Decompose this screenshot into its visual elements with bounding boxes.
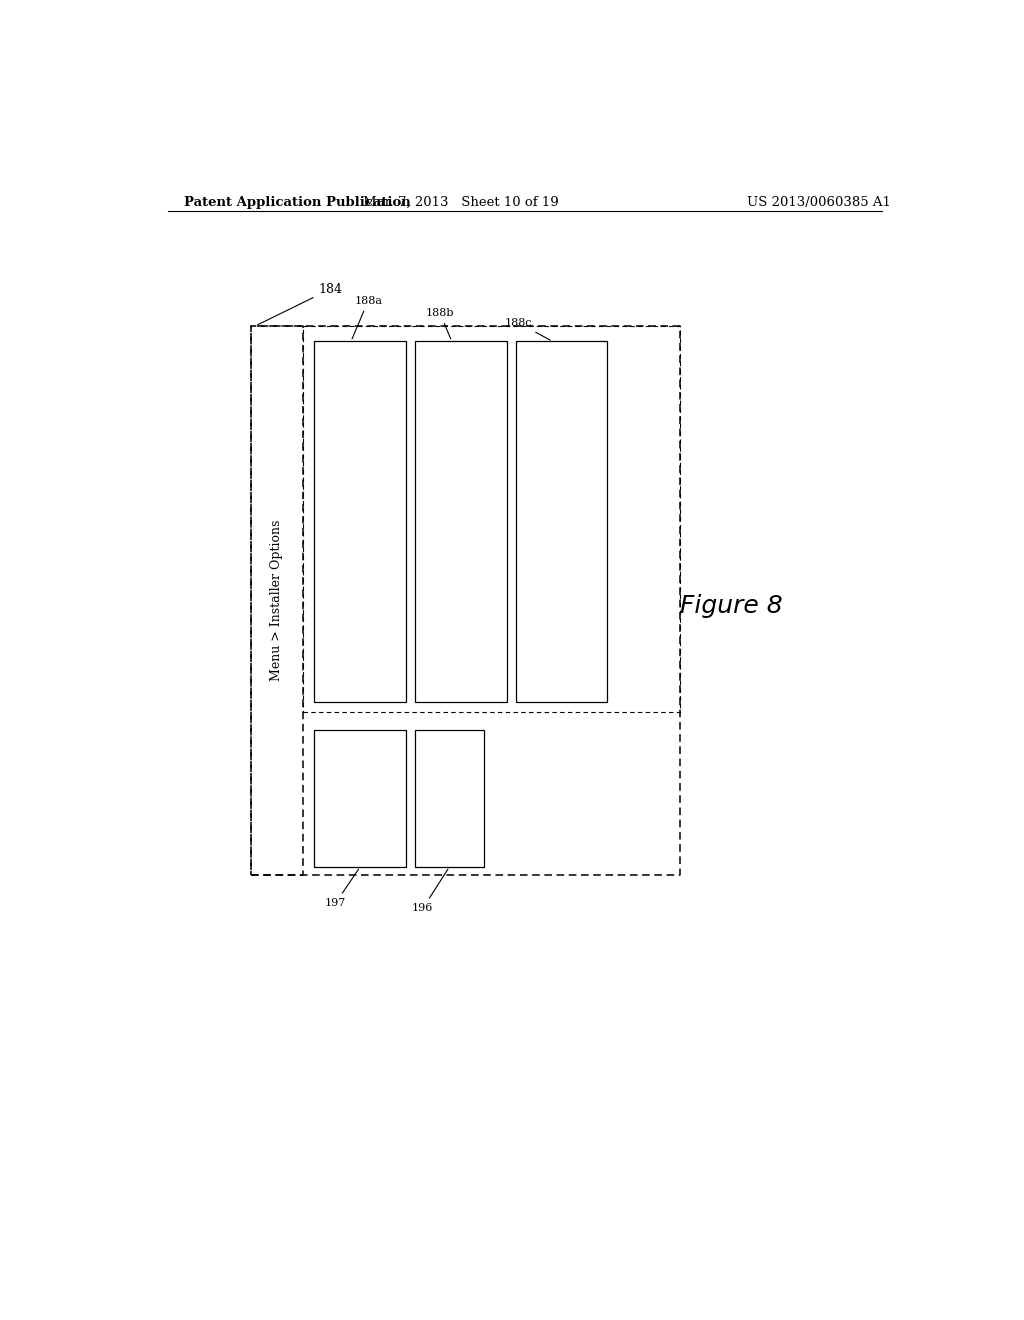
Bar (416, 730, 483, 867)
Bar (416, 342, 507, 702)
Bar (314, 342, 406, 702)
Text: Advanced Options: Advanced Options (555, 463, 568, 579)
Text: Previous
Menu: Previous Menu (346, 771, 374, 826)
Text: 184: 184 (257, 282, 342, 325)
Text: US 2013/0060385 A1: US 2013/0060385 A1 (748, 195, 891, 209)
Text: Figure 8: Figure 8 (680, 594, 782, 618)
Text: 188a: 188a (352, 296, 382, 339)
Text: Menu > Installer Options: Menu > Installer Options (270, 520, 284, 681)
Bar (314, 730, 406, 867)
Text: 188b: 188b (426, 308, 454, 339)
Text: Patent Application Publication: Patent Application Publication (183, 195, 411, 209)
Text: User Interactions Log: User Interactions Log (455, 453, 467, 591)
Text: Mar. 7, 2013   Sheet 10 of 19: Mar. 7, 2013 Sheet 10 of 19 (364, 195, 559, 209)
Text: Help: Help (443, 783, 456, 813)
Bar (516, 342, 607, 702)
Text: 197: 197 (325, 869, 358, 908)
Text: 196: 196 (412, 869, 447, 913)
Text: Alerts and Faults Log: Alerts and Faults Log (353, 454, 367, 590)
Text: 188c: 188c (505, 318, 550, 341)
